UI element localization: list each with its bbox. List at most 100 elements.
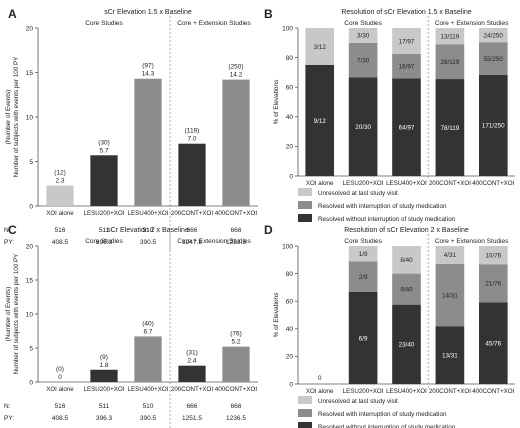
x-tick-label: LESU200+XOI xyxy=(343,388,384,395)
table-row-label: N: xyxy=(4,227,11,234)
stacked-bar-segment xyxy=(305,28,335,65)
segment-label: 3/12 xyxy=(314,44,327,51)
x-tick-label: LESU400+XOI xyxy=(386,388,427,395)
y-tick-label: 40 xyxy=(286,114,294,121)
x-tick-label: 200CONT+XOI xyxy=(171,386,213,393)
x-tick-label: XOI alone xyxy=(46,386,74,393)
table-cell: 1251.5 xyxy=(182,415,202,422)
group-label-extension: Core + Extension Studies xyxy=(177,238,251,245)
group-label-core: Core Studies xyxy=(85,20,123,27)
segment-label: 14/31 xyxy=(442,292,458,299)
segment-label: 2/9 xyxy=(359,274,368,281)
x-tick-label: LESU200+XOI xyxy=(84,386,125,393)
stacked-bar-segment xyxy=(348,42,378,78)
table-row-label: PY: xyxy=(4,415,14,422)
y-tick-label: 60 xyxy=(286,85,294,92)
empty-bar-label: 0 xyxy=(318,375,322,382)
legend-label: Resolved without interruption of study m… xyxy=(318,216,456,223)
segment-label: 9/12 xyxy=(314,118,327,125)
y-tick-label: 15 xyxy=(26,277,34,284)
group-label-core: Core Studies xyxy=(344,20,382,27)
table-cell: 510 xyxy=(143,403,154,410)
chart-title: sCr Elevation 2 x Baseline xyxy=(107,227,189,234)
panel-letter: D xyxy=(264,223,273,237)
stacked-bar-segment xyxy=(478,302,508,384)
stacked-bar-segment xyxy=(435,263,465,327)
y-tick-label: 40 xyxy=(286,326,294,333)
y-tick-label: 10 xyxy=(26,311,34,318)
y-tick-label: 80 xyxy=(286,271,294,278)
y-tick-label: 0 xyxy=(29,203,33,210)
segment-label: 8/40 xyxy=(400,257,413,264)
x-tick-label: 400CONT+XOI xyxy=(472,388,514,395)
stacked-bar-segment xyxy=(348,28,378,43)
table-cell: 1236.5 xyxy=(226,415,246,422)
stacked-bar-segment xyxy=(348,261,378,292)
table-cell: 666 xyxy=(231,227,242,234)
table-row-label: N: xyxy=(4,403,11,410)
bar xyxy=(222,79,250,206)
y-tick-label: 20 xyxy=(286,144,294,151)
bar-event-label: (9) xyxy=(100,354,108,361)
table-cell: 396.3 xyxy=(96,415,113,422)
segment-label: 64/97 xyxy=(399,124,415,131)
bar xyxy=(178,143,206,206)
bar-value-label: 14.3 xyxy=(142,71,155,78)
bar-event-label: (250) xyxy=(228,64,243,71)
x-tick-label: XOI alone xyxy=(306,388,334,395)
table-cell: 1247.8 xyxy=(182,239,202,246)
bar-value-label: 7.0 xyxy=(187,136,196,143)
y-axis-label: Number of subjects with events per 100 P… xyxy=(13,56,20,178)
table-cell: 396.3 xyxy=(96,239,113,246)
table-cell: 516 xyxy=(55,227,66,234)
legend-label: Resolved with interruption of study medi… xyxy=(318,411,447,418)
legend-label: Resolved without interruption of study m… xyxy=(318,424,456,428)
stacked-bar-segment xyxy=(392,53,421,79)
segment-label: 78/119 xyxy=(441,125,460,132)
bar-value-label: 2.3 xyxy=(55,178,64,185)
segment-label: 20/30 xyxy=(355,124,371,131)
stacked-bar-segment xyxy=(348,291,378,384)
segment-label: 171/250 xyxy=(482,123,505,130)
x-tick-label: LESU200+XOI xyxy=(343,180,384,187)
legend-label: Unresolved at last study visit xyxy=(318,398,398,405)
panel-letter: B xyxy=(264,7,273,21)
segment-label: 28/119 xyxy=(441,59,460,66)
x-tick-label: LESU200+XOI xyxy=(84,210,125,217)
bar-event-label: (0) xyxy=(56,366,64,373)
y-axis-label: % of Elevations xyxy=(273,292,280,338)
group-label-extension: Core + Extension Studies xyxy=(435,238,509,245)
segment-label: 6/9 xyxy=(359,335,368,342)
table-cell: 666 xyxy=(187,403,198,410)
segment-label: 13/31 xyxy=(442,352,458,359)
y-tick-label: 0 xyxy=(29,379,33,386)
y-axis-label-events: (Number of Events) xyxy=(5,287,12,342)
y-tick-label: 0 xyxy=(289,381,293,388)
bar-event-label: (12) xyxy=(54,170,66,177)
x-tick-label: 400CONT+XOI xyxy=(215,210,257,217)
legend-swatch xyxy=(298,409,312,417)
bar-value-label: 5.2 xyxy=(231,339,240,346)
y-tick-label: 5 xyxy=(29,159,33,166)
x-tick-label: XOI alone xyxy=(46,210,74,217)
segment-label: 55/250 xyxy=(484,56,504,63)
stacked-bar-segment xyxy=(435,79,465,176)
y-tick-label: 60 xyxy=(286,299,294,306)
chart-title: Resolution of sCr Elevation 1.5 x Baseli… xyxy=(341,9,471,16)
bar xyxy=(46,185,74,206)
table-cell: 516 xyxy=(55,403,66,410)
stacked-bar-segment xyxy=(478,264,508,303)
table-cell: 408.5 xyxy=(52,415,69,422)
bar xyxy=(90,369,118,382)
y-tick-label: 0 xyxy=(289,173,293,180)
legend-swatch xyxy=(298,214,312,222)
stacked-bar-segment xyxy=(478,42,508,75)
stacked-bar-segment xyxy=(478,74,508,176)
segment-label: 10/76 xyxy=(485,252,501,259)
segment-label: 1/9 xyxy=(359,251,368,258)
stacked-bar-segment xyxy=(392,273,421,305)
segment-label: 45/76 xyxy=(485,340,501,347)
y-tick-label: 20 xyxy=(26,25,34,32)
stacked-bar-segment xyxy=(435,246,465,264)
